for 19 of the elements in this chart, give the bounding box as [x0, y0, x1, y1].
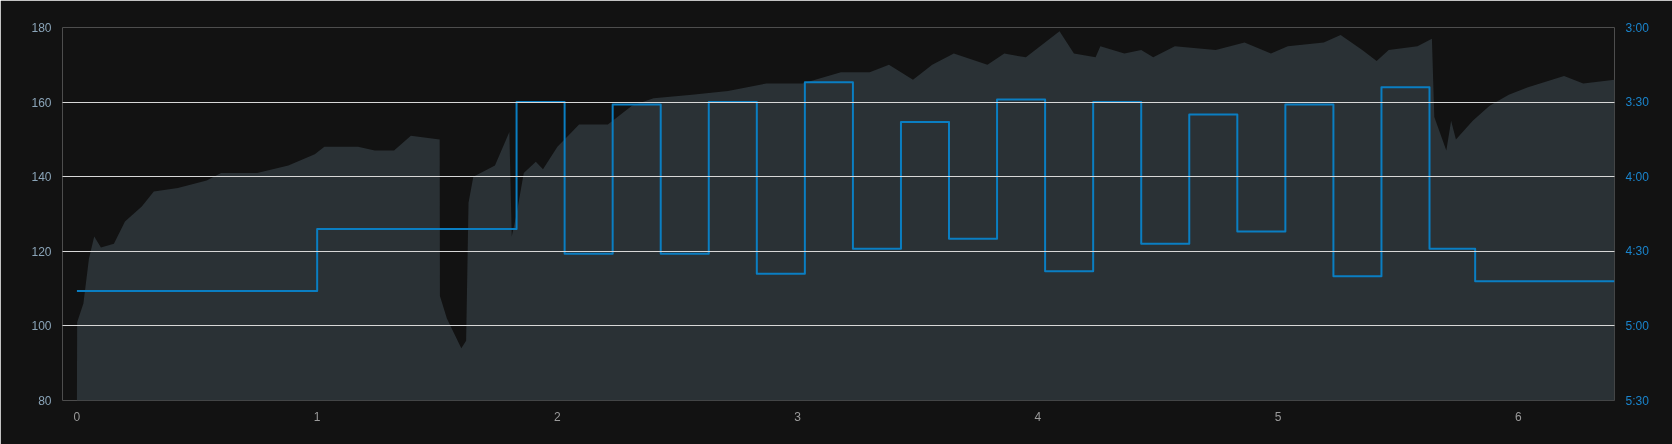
- y2-tick-label: 5:30: [1625, 393, 1650, 408]
- y-tick-label: 80: [38, 394, 52, 408]
- y2-tick-label: 3:00: [1625, 20, 1650, 35]
- x-tick-label: 5: [1274, 409, 1282, 424]
- x-tick-label: 4: [1034, 409, 1042, 424]
- x-tick-label: 0: [73, 409, 81, 424]
- y2-tick-label: 4:00: [1625, 169, 1650, 184]
- x-tick-label: 3: [794, 409, 802, 424]
- y2-tick-label: 3:30: [1625, 95, 1650, 110]
- x-tick-label: 1: [313, 409, 321, 424]
- y-tick-label: 140: [31, 170, 52, 185]
- y2-tick-label: 5:00: [1625, 318, 1650, 333]
- y-tick-label: 180: [31, 21, 52, 35]
- x-tick-label: 2: [554, 409, 562, 424]
- y-tick-label: 120: [31, 244, 52, 259]
- y-tick-label: 160: [31, 95, 52, 110]
- x-tick-label: 6: [1515, 409, 1523, 424]
- y2-tick-label: 4:30: [1625, 244, 1650, 259]
- y-tick-label: 100: [31, 319, 52, 334]
